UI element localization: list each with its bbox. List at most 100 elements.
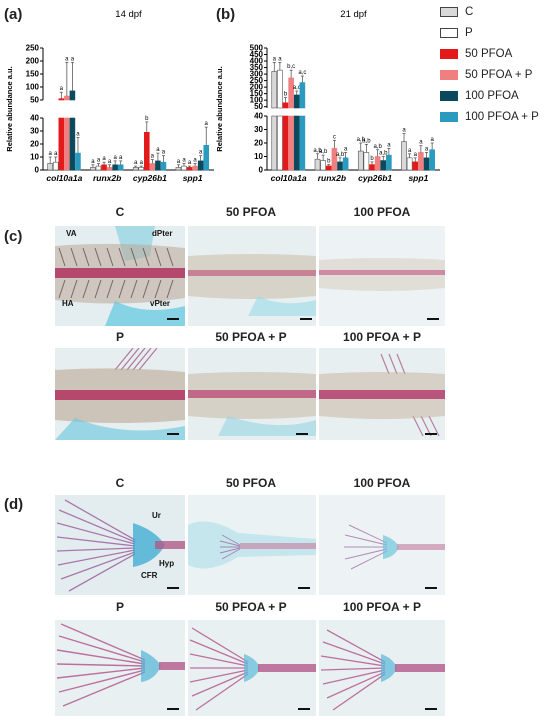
legend-item-50pfoa: 50 PFOA [440,48,512,60]
caudal-fin-image [188,495,316,595]
photo-d-p [55,620,185,716]
bar [52,161,59,171]
significance-letter: a [119,155,123,161]
significance-letter: a [71,56,75,62]
bar [288,115,294,171]
legend-label: C [465,6,474,18]
d-title-50pfoa-p: 50 PFOA + P [215,600,287,614]
legend-item-100pfoa-p: 100 PFOA + P [440,111,539,123]
photo-d-control [55,495,185,595]
significance-letter: a [344,146,348,152]
significance-letter: a [65,56,69,62]
category-label: runx2b [318,173,346,183]
bar [357,150,364,171]
d-title-100pfoa: 100 PFOA [353,476,411,490]
significance-letter: a [205,121,209,127]
y-tick-label: 150 [250,89,264,98]
y-tick-label: 400 [250,57,264,66]
y-tick-label: 350 [250,63,264,72]
bar [406,157,413,171]
significance-letter: a [97,158,101,164]
bar [95,165,102,171]
bar [90,167,96,171]
y-tick-label: 200 [250,83,264,92]
bar [271,71,278,109]
vertebral-column-image [55,226,185,326]
significance-letter: a [188,160,192,166]
significance-letter: a,b [357,137,366,143]
annotation-hyp: Hyp [159,559,175,568]
bar [342,157,349,171]
bar [282,115,289,171]
bar [203,145,209,171]
annotation-va: VA [66,229,77,238]
significance-letter: b [327,159,331,165]
significance-letter: a [278,56,282,62]
significance-letter: a [425,146,429,152]
bar [386,154,392,171]
legend-swatch [440,70,458,80]
panel-label-b: (b) [216,6,236,23]
bar [58,117,65,171]
significance-letter: a [408,148,412,154]
significance-letter: a [402,128,406,134]
photo-d-50pfoa-p [188,620,316,716]
bar [149,163,156,171]
photo-c-50pfoa [188,226,316,326]
bar [282,102,289,109]
bar [69,90,76,101]
significance-letter: a,b [319,149,328,155]
bar [132,167,139,171]
bar [277,69,283,109]
significance-letter: a [162,150,166,156]
category-label: spp1 [183,173,203,183]
bar [363,152,370,171]
legend-item-p: P [440,27,473,39]
bar [288,77,294,109]
bar [429,149,435,171]
significance-letter: a,c [298,70,306,76]
bar [75,152,81,171]
significance-letter: a [156,147,160,153]
photo-d-100pfoa-p [319,620,445,716]
bar [423,157,430,171]
y-tick-label: 0 [259,166,264,175]
bar [144,132,150,171]
vertebral-column-image [188,348,316,440]
c-title-50pfoa: 50 PFOA [225,205,276,219]
bar [314,158,321,171]
bar [47,163,53,171]
panel-label-c: (c) [4,228,23,245]
y-tick-label: 450 [250,50,264,59]
d-title-50pfoa: 50 PFOA [225,476,276,490]
annotation-ha: HA [62,299,74,308]
bar [192,165,198,171]
panel-label-d: (d) [4,496,24,513]
bar [337,161,343,171]
y-tick-label: 200 [26,57,40,66]
bar [293,115,300,171]
y-tick-label: 10 [254,152,263,161]
bar [412,161,419,171]
bar [277,115,283,171]
y-tick-label: 250 [26,44,40,53]
significance-letter: a [414,152,418,158]
y-axis-label: Relative abundance a.u. [215,66,224,151]
vertebral-column-image [319,348,445,440]
c-title-100pfoa: 100 PFOA [353,205,411,219]
y-axis-label: Relative abundance a.u. [5,66,14,151]
bar [181,165,187,171]
vertebral-column-image [188,226,316,326]
y-tick-label: 50 [30,96,39,105]
significance-letter: b [284,92,288,98]
bar [325,165,332,171]
bar [320,160,326,171]
significance-letter: a,b [313,148,322,154]
significance-letter: b [145,116,149,122]
bar [64,117,70,171]
significance-letter: a [60,86,64,92]
c-title-p: P [115,330,124,344]
significance-letter: a [419,140,423,146]
d-title-100pfoa-p: 100 PFOA + P [343,600,421,614]
legend-swatch [440,112,458,122]
